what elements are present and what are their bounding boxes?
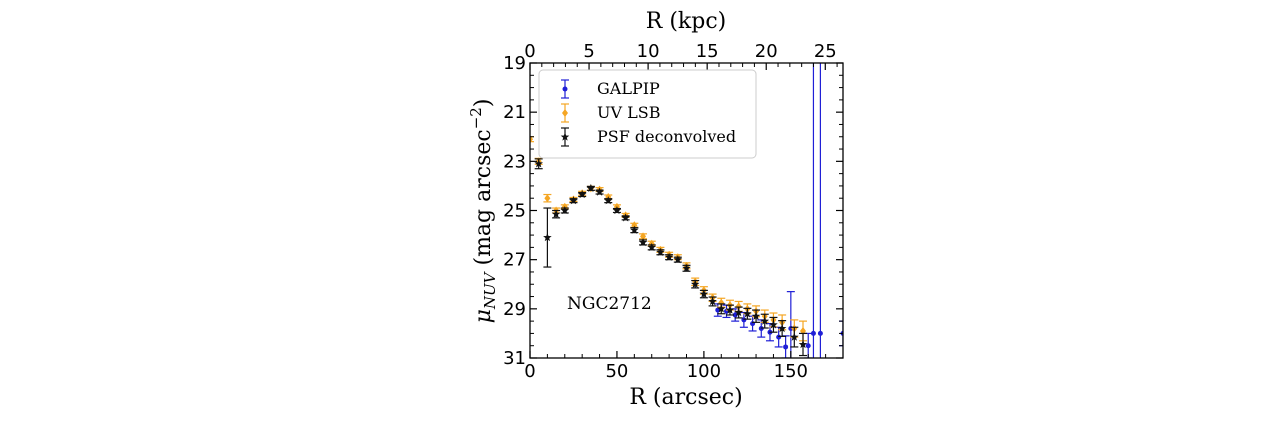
galpip-point-12 — [817, 330, 823, 336]
x-tick-label-2: 100 — [687, 361, 721, 382]
y-title-sup: −2 — [467, 107, 485, 129]
galpip-point-7 — [776, 334, 782, 340]
psf-point-11 — [630, 225, 639, 234]
psf-point-9 — [612, 206, 622, 215]
legend-marker-galpip — [562, 86, 568, 92]
y-tick-label-4: 27 — [503, 250, 526, 271]
uvlsb-point-2 — [544, 194, 551, 203]
galpip-point-10 — [805, 343, 811, 349]
galpip-errorbar-9 — [786, 291, 795, 358]
x2-tick-label-4: 20 — [755, 41, 778, 62]
y-tick-label-1: 21 — [503, 102, 526, 123]
x-axis-title: R (arcsec) — [629, 385, 742, 410]
psf-point-6 — [586, 183, 596, 193]
psf-point-29 — [790, 332, 799, 341]
legend: GALPIP UV LSB PSF deconvolved — [538, 69, 757, 159]
legend-item-galpip: GALPIP — [561, 79, 660, 99]
y-title-rest: (mag arcsec — [471, 129, 496, 272]
svg-text:μNUV (mag arcsec−2): μNUV (mag arcsec−2) — [467, 99, 499, 324]
uvlsb-point-13 — [640, 232, 647, 241]
psf-point-8 — [603, 196, 613, 205]
psf-point-18 — [690, 279, 700, 288]
x2-tick-label-1: 5 — [583, 41, 594, 62]
psf-point-0 — [534, 159, 543, 168]
galaxy-annotation: NGC2712 — [567, 294, 652, 314]
x2-tick-label-2: 10 — [637, 41, 660, 62]
psf-point-21 — [717, 304, 726, 313]
x-tick-label-0: 0 — [524, 361, 535, 382]
psf-point-25 — [751, 311, 761, 320]
psf-point-1 — [543, 233, 552, 242]
series-psf — [534, 158, 808, 357]
legend-label-psf: PSF deconvolved — [597, 127, 736, 146]
y-tick-label-3: 25 — [503, 201, 526, 222]
x-tick-label-1: 50 — [605, 361, 628, 382]
psf-point-23 — [734, 308, 743, 317]
galpip-point-8 — [783, 344, 789, 350]
galpip-point-2 — [732, 312, 738, 318]
y-tick-label-5: 29 — [503, 299, 526, 320]
axes-layer: 0 50 100 150 0 5 10 15 20 25 19 21 23 25 27 29 31 — [503, 41, 844, 382]
y-title-end: ) — [471, 99, 496, 108]
psf-point-30 — [798, 339, 808, 349]
psf-point-14 — [656, 247, 665, 256]
psf-point-20 — [708, 296, 717, 306]
psf-point-2 — [551, 209, 561, 218]
psf-point-22 — [725, 305, 735, 314]
galpip-point-11 — [810, 330, 816, 336]
legend-marker-uvlsb — [562, 109, 568, 117]
psf-point-3 — [560, 206, 570, 215]
psf-point-24 — [743, 309, 752, 318]
y-axis-title: μNUV (mag arcsec−2) — [467, 99, 499, 324]
psf-point-17 — [682, 263, 691, 272]
y-title-sub: NUV — [481, 270, 499, 310]
x2-axis-title: R (kpc) — [646, 9, 726, 34]
psf-point-10 — [621, 213, 630, 222]
psf-point-12 — [638, 237, 648, 247]
y-tick-label-6: 31 — [503, 348, 526, 369]
legend-items: GALPIP UV LSB PSF deconvolved — [560, 79, 736, 147]
psf-point-13 — [647, 242, 656, 252]
psf-point-5 — [577, 190, 587, 199]
psf-point-16 — [673, 255, 683, 264]
psf-point-27 — [769, 320, 778, 329]
y-title-main: μ — [471, 309, 496, 323]
legend-frame — [538, 69, 757, 159]
legend-label-galpip: GALPIP — [597, 79, 660, 98]
legend-item-psf: PSF deconvolved — [560, 127, 736, 147]
psf-point-28 — [777, 324, 787, 333]
x-tick-label-3: 150 — [774, 361, 808, 382]
y-tick-label-2: 23 — [503, 151, 526, 172]
x2-tick-label-0: 0 — [524, 41, 535, 62]
uvlsb-point-22 — [718, 298, 725, 307]
psf-point-4 — [569, 196, 578, 205]
x2-tick-label-3: 15 — [696, 41, 719, 62]
psf-point-19 — [699, 289, 709, 298]
data-layer — [530, 63, 843, 358]
psf-point-26 — [760, 316, 770, 325]
psf-point-7 — [595, 187, 604, 196]
uvlsb-point-24 — [735, 302, 742, 311]
x2-tick-label-5: 25 — [814, 41, 837, 62]
legend-marker-psf — [560, 132, 570, 141]
legend-label-uvlsb: UV LSB — [597, 103, 660, 122]
psf-point-15 — [664, 252, 674, 261]
legend-item-uvlsb: UV LSB — [561, 103, 660, 123]
y-tick-label-0: 19 — [503, 53, 526, 74]
